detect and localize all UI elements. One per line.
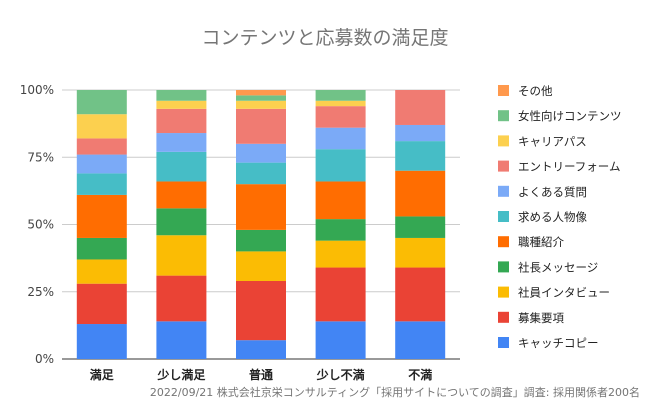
bar-segment <box>395 321 446 359</box>
legend-swatch <box>498 337 509 348</box>
x-tick-label: 少し満足 <box>156 367 205 382</box>
bar-segment <box>315 240 366 268</box>
legend-swatch <box>498 261 509 273</box>
legend-swatch <box>498 110 509 122</box>
bar-segment <box>156 100 207 109</box>
bar-segment <box>315 321 366 359</box>
bar-segment <box>236 251 286 281</box>
y-tick-label: 25% <box>27 285 54 299</box>
bar-segment <box>236 90 286 96</box>
bar-segment <box>315 127 366 150</box>
x-tick-label: 普通 <box>249 367 273 382</box>
bar-segment <box>156 108 207 134</box>
legend-label: 職種紹介 <box>518 235 564 249</box>
bar-segment <box>236 100 286 109</box>
bar-segment <box>76 90 127 115</box>
y-tick-label: 100% <box>20 83 54 97</box>
y-tick-label: 50% <box>27 218 54 232</box>
bar-segment <box>315 90 366 101</box>
legend-label: よくある質問 <box>518 185 587 199</box>
bar-segment <box>76 114 127 139</box>
bar-segment <box>236 162 286 185</box>
legend-label: 女性向けコンテンツ <box>518 109 622 123</box>
legend-swatch <box>498 286 509 298</box>
legend-swatch <box>498 211 509 222</box>
bar-segment <box>315 106 366 128</box>
legend-label: キャッチコピー <box>518 336 599 350</box>
bar-segment <box>395 170 446 217</box>
x-axis-ticks: 満足 少し満足 普通 少し不満 不満 <box>90 367 432 382</box>
bar-segment <box>315 219 366 241</box>
bar-segment <box>236 143 286 163</box>
bar-segment <box>76 173 127 195</box>
legend-label: 募集要項 <box>518 311 564 325</box>
legend-label: 社員インタビュー <box>518 286 610 300</box>
bar-segment <box>76 283 127 325</box>
bar-segment <box>156 235 207 276</box>
bar-segment <box>395 141 446 171</box>
bar-segment <box>236 108 286 144</box>
bar-segment <box>156 275 207 322</box>
bars <box>76 90 446 359</box>
legend-swatch <box>498 135 509 147</box>
bar-segment <box>236 229 286 252</box>
y-axis-ticks: 0% 25% 50% 75% 100% <box>20 83 54 366</box>
bar-segment <box>315 149 366 182</box>
legend-label: キャリアパス <box>518 134 587 148</box>
legend-swatch <box>498 185 509 197</box>
bar-segment <box>315 181 366 220</box>
legend-swatch <box>498 236 509 248</box>
chart-footnote: 2022/09/21 株式会社京栄コンサルティング「採用サイトについての調査」調… <box>150 385 640 399</box>
bar-segment <box>76 237 127 260</box>
bar-segment <box>156 151 207 182</box>
bar-segment <box>156 208 207 236</box>
y-tick-label: 75% <box>27 150 54 164</box>
x-tick-label: 満足 <box>90 367 114 382</box>
bar-segment <box>315 100 366 107</box>
bar-segment <box>395 124 446 142</box>
legend-swatch <box>498 85 509 96</box>
chart-title: コンテンツと応募数の満足度 <box>201 27 448 49</box>
bar-segment <box>156 90 207 101</box>
bar-segment <box>76 154 127 174</box>
legend-label: その他 <box>518 84 553 98</box>
bar-segment <box>395 216 446 238</box>
bar-segment <box>76 138 127 155</box>
bar-segment <box>236 184 286 230</box>
legend-label: 求める人物像 <box>518 210 587 224</box>
bar-segment <box>395 237 446 268</box>
bar-segment <box>236 340 286 359</box>
x-tick-label: 少し不満 <box>316 367 365 382</box>
bar-segment <box>236 95 286 101</box>
bar-segment <box>156 321 207 359</box>
bar-segment <box>156 133 207 152</box>
bar-segment <box>236 280 286 341</box>
legend-swatch <box>498 160 509 172</box>
legend-label: エントリーフォーム <box>518 160 620 174</box>
legend-swatch <box>498 311 509 323</box>
bar-segment <box>315 267 366 322</box>
bar-segment <box>76 194 127 238</box>
bar-segment <box>76 324 127 359</box>
x-tick-label: 不満 <box>408 367 432 382</box>
legend-label: 社長メッセージ <box>518 260 598 274</box>
bar-segment <box>156 181 207 209</box>
legend: その他女性向けコンテンツキャリアパスエントリーフォームよくある質問求める人物像職… <box>498 84 622 350</box>
y-tick-label: 0% <box>35 352 54 366</box>
bar-segment <box>395 267 446 322</box>
bar-segment <box>76 259 127 284</box>
bar-segment <box>395 90 446 125</box>
